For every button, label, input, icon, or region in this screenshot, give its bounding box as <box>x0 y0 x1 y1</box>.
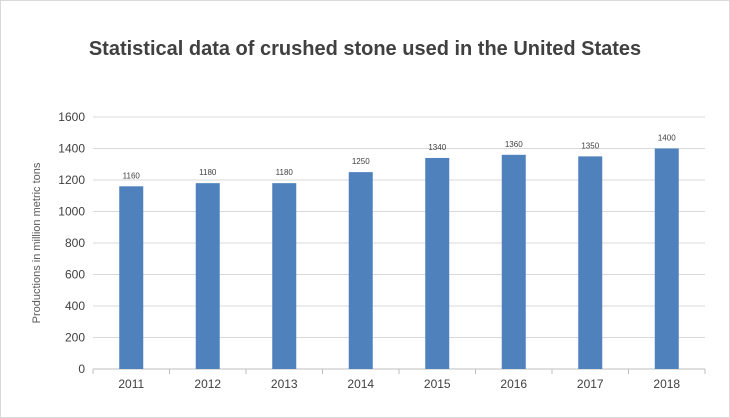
data-label: 1360 <box>505 140 523 149</box>
x-tick-label: 2017 <box>577 377 604 391</box>
x-tick-label: 2011 <box>118 377 144 391</box>
data-label: 1250 <box>352 157 370 166</box>
bar <box>348 172 373 369</box>
x-tick-label: 2016 <box>500 377 527 391</box>
bar <box>425 157 450 369</box>
bar <box>195 183 220 369</box>
chart-title: Statistical data of crushed stone used i… <box>88 38 642 60</box>
data-label: 1350 <box>581 141 599 150</box>
x-tick-label: 2014 <box>347 377 374 391</box>
x-tick-label: 2013 <box>271 377 298 391</box>
y-tick-label: 0 <box>78 362 85 376</box>
y-tick-label: 200 <box>65 331 85 345</box>
y-tick-label: 1000 <box>58 205 85 219</box>
x-tick-label: 2015 <box>424 377 451 391</box>
bar <box>501 154 526 369</box>
x-tick-label: 2012 <box>194 377 221 391</box>
bar <box>119 186 144 369</box>
y-tick-label: 1600 <box>58 110 85 124</box>
data-label: 1180 <box>276 168 294 177</box>
data-label: 1400 <box>658 134 676 143</box>
y-axis-label: Productions in million metric tons <box>31 162 43 323</box>
y-tick-label: 600 <box>65 268 85 282</box>
y-tick-label: 400 <box>65 299 85 313</box>
y-tick-label: 1400 <box>58 142 85 156</box>
bar <box>272 183 297 369</box>
y-tick-label: 1200 <box>58 173 85 187</box>
data-label: 1340 <box>428 143 446 152</box>
bar <box>654 148 679 369</box>
x-tick-label: 2018 <box>653 377 680 391</box>
bar <box>578 156 603 369</box>
data-label: 1180 <box>199 168 217 177</box>
y-tick-label: 800 <box>65 236 85 250</box>
data-label: 1160 <box>123 171 141 180</box>
